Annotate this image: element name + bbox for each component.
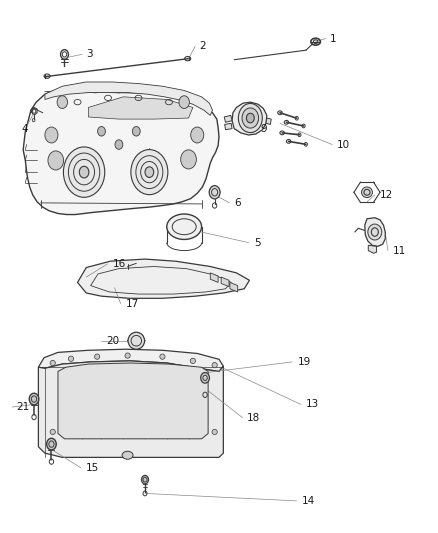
Ellipse shape (47, 438, 56, 450)
Polygon shape (224, 115, 232, 122)
Text: 19: 19 (297, 357, 311, 367)
Text: 18: 18 (247, 413, 261, 423)
Ellipse shape (238, 103, 262, 133)
Polygon shape (210, 273, 218, 282)
Ellipse shape (201, 373, 209, 383)
Polygon shape (221, 277, 229, 287)
Polygon shape (23, 91, 219, 215)
Ellipse shape (191, 127, 204, 143)
Polygon shape (368, 245, 377, 253)
Polygon shape (78, 259, 250, 298)
Text: 15: 15 (86, 463, 99, 473)
Polygon shape (230, 282, 238, 292)
Ellipse shape (68, 356, 74, 361)
Ellipse shape (29, 393, 39, 405)
Ellipse shape (57, 96, 67, 109)
Ellipse shape (368, 224, 382, 240)
Polygon shape (232, 102, 267, 135)
Ellipse shape (45, 127, 58, 143)
Ellipse shape (122, 451, 133, 459)
Text: 4: 4 (21, 124, 28, 134)
Ellipse shape (141, 475, 148, 484)
Text: 10: 10 (336, 140, 350, 150)
Ellipse shape (167, 214, 201, 239)
Polygon shape (365, 217, 385, 246)
Text: 1: 1 (330, 34, 337, 44)
Text: 17: 17 (125, 298, 139, 309)
Ellipse shape (190, 358, 195, 364)
Ellipse shape (179, 96, 189, 109)
Text: 14: 14 (302, 496, 315, 506)
Ellipse shape (48, 151, 64, 170)
Polygon shape (39, 349, 223, 372)
Text: 11: 11 (393, 246, 406, 256)
Text: 13: 13 (306, 399, 319, 409)
Polygon shape (225, 123, 232, 130)
Ellipse shape (212, 362, 217, 368)
Polygon shape (266, 118, 271, 124)
Ellipse shape (125, 353, 130, 358)
Text: 2: 2 (199, 42, 206, 52)
Ellipse shape (361, 187, 372, 198)
Ellipse shape (79, 166, 89, 178)
Ellipse shape (131, 150, 168, 195)
Ellipse shape (247, 114, 254, 123)
Ellipse shape (242, 108, 258, 128)
Ellipse shape (95, 354, 100, 359)
Text: 21: 21 (17, 402, 30, 412)
Text: 12: 12 (380, 190, 393, 200)
Ellipse shape (181, 150, 196, 169)
Text: 3: 3 (86, 50, 93, 59)
Text: 16: 16 (113, 259, 126, 269)
Ellipse shape (128, 332, 145, 349)
Ellipse shape (209, 185, 220, 199)
Ellipse shape (50, 360, 55, 366)
Text: 9: 9 (260, 124, 267, 134)
Text: 5: 5 (254, 238, 261, 248)
Polygon shape (39, 361, 223, 457)
Polygon shape (58, 363, 208, 439)
Text: 20: 20 (106, 336, 119, 346)
Ellipse shape (132, 126, 140, 136)
Ellipse shape (50, 429, 55, 434)
Ellipse shape (115, 140, 123, 149)
Ellipse shape (212, 429, 217, 434)
Text: 6: 6 (234, 198, 241, 208)
Ellipse shape (145, 167, 154, 177)
Polygon shape (88, 97, 193, 119)
Ellipse shape (98, 126, 106, 136)
Ellipse shape (160, 354, 165, 359)
Ellipse shape (64, 147, 105, 197)
Polygon shape (45, 82, 212, 115)
